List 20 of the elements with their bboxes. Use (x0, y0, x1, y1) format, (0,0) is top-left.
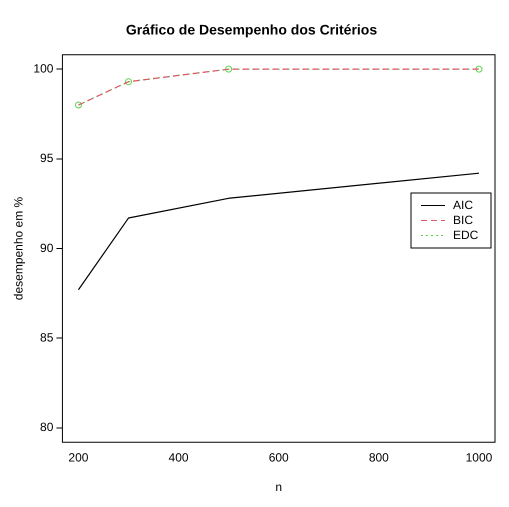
y-tick-label: 95 (40, 151, 54, 166)
y-tick-label: 90 (40, 240, 54, 255)
y-axis-title: desempenho em % (12, 196, 26, 300)
x-tick-label: 800 (368, 450, 390, 465)
x-axis-title: n (275, 480, 282, 494)
point (125, 78, 132, 86)
x-tick-label: 400 (168, 450, 189, 465)
point (475, 66, 482, 73)
point (225, 66, 232, 73)
x-tick-label: 1000 (466, 450, 493, 465)
y-tick-label: 80 (40, 420, 54, 434)
y-tick-label: 85 (40, 330, 54, 344)
legend-label: AIC (453, 198, 474, 212)
x-tick-label: 600 (268, 450, 290, 465)
y-tick-label: 100 (33, 61, 54, 76)
legend-label: EDC (453, 228, 479, 242)
x-tick-label: 200 (68, 450, 89, 465)
point (74, 102, 82, 109)
chart-title: Gráfico de Desempenho dos Critérios (126, 21, 378, 38)
legend-label: BIC (453, 212, 474, 227)
